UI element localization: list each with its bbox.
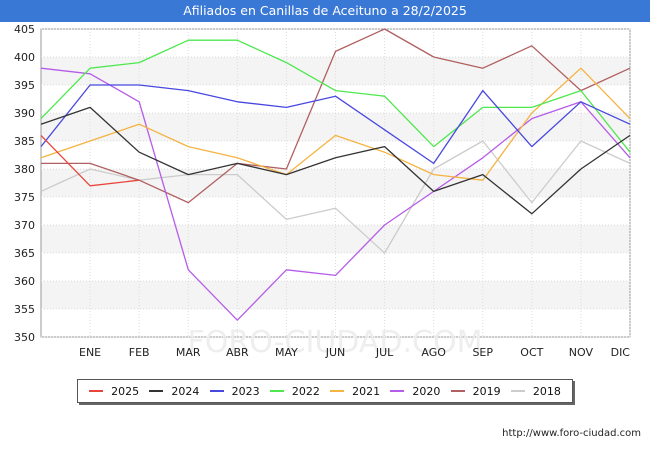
y-tick-label: 380: [14, 163, 35, 176]
x-tick-label: AGO: [421, 346, 446, 359]
footer-url: http://www.foro-ciudad.com: [502, 428, 641, 439]
y-axis-ticks: 350 355 360 365 370 375 380 385 390 395 400 405: [14, 23, 35, 344]
y-tick-label: 370: [14, 219, 35, 232]
legend-label: 2025: [111, 384, 140, 398]
x-tick-label: JUL: [375, 346, 394, 359]
legend-swatch: [330, 390, 345, 392]
series-line-2023: [40, 84, 631, 165]
plot-band: [41, 113, 630, 141]
legend-item-2019: 2019: [450, 384, 501, 398]
legend-item-2021: 2021: [330, 385, 380, 398]
x-tick-label: DIC: [611, 346, 631, 359]
legend-label: 2022: [291, 384, 320, 398]
x-tick-label: MAR: [176, 346, 201, 359]
legend-item-2023: 2023: [209, 384, 260, 398]
legend-label: 2024: [171, 384, 200, 398]
x-tick-label: ABR: [226, 346, 249, 359]
series-line-2024: [40, 106, 631, 215]
y-tick-label: 385: [14, 135, 35, 148]
plot-band: [41, 281, 630, 309]
legend-item-2025: 2025: [89, 385, 139, 398]
legend-label: 2020: [412, 384, 441, 398]
legend: 2025 2024 2023 2022 2021 2020 2019 2018: [77, 379, 573, 403]
x-axis-ticks: ENE FEB MAR ABR MAY JUN JUL AGO SEP OCT NOV DIC: [79, 346, 630, 359]
legend-label: 2018: [532, 384, 561, 398]
legend-swatch: [510, 390, 525, 392]
x-tick-label: OCT: [520, 346, 543, 359]
y-tick-label: 360: [14, 275, 35, 288]
plot-band: [41, 197, 630, 225]
legend-swatch: [149, 390, 164, 392]
y-tick-label: 400: [14, 51, 35, 64]
legend-label: 2021: [352, 384, 381, 398]
legend-swatch: [209, 390, 224, 392]
legend-swatch: [390, 390, 405, 392]
legend-label: 2019: [472, 384, 501, 398]
x-tick-label: ENE: [79, 346, 101, 359]
y-tick-label: 395: [14, 79, 35, 92]
series-line-2025: [40, 134, 140, 187]
y-tick-label: 355: [14, 303, 35, 316]
legend-item-2022: 2022: [269, 384, 320, 398]
y-tick-label: 405: [14, 23, 35, 36]
title-bar: Afiliados en Canillas de Aceituno a 28/2…: [0, 0, 650, 22]
y-tick-label: 350: [14, 331, 35, 344]
grid-lines: [41, 28, 631, 338]
series-line-2022: [40, 39, 631, 153]
x-tick-label: MAY: [275, 346, 298, 359]
series-line-2021: [40, 67, 631, 181]
y-tick-label: 365: [14, 247, 35, 260]
x-tick-label: NOV: [569, 346, 594, 359]
series-lines: [40, 28, 631, 321]
y-tick-label: 390: [14, 107, 35, 120]
legend-swatch: [269, 390, 284, 392]
x-tick-label: SEP: [472, 346, 493, 359]
legend-item-2024: 2024: [149, 385, 199, 398]
x-tick-label: JUN: [325, 346, 346, 359]
watermark: FORO-CIUDAD.COM: [188, 325, 483, 360]
legend-item-2020: 2020: [390, 385, 440, 398]
chart-title: Afiliados en Canillas de Aceituno a 28/2…: [183, 3, 467, 18]
legend-swatch: [89, 390, 104, 392]
legend-swatch: [450, 390, 465, 392]
legend-item-2018: 2018: [510, 384, 561, 398]
series-line-2020: [40, 67, 631, 321]
legend-label: 2023: [231, 384, 260, 398]
y-tick-label: 375: [14, 191, 35, 204]
x-tick-label: FEB: [129, 346, 150, 359]
